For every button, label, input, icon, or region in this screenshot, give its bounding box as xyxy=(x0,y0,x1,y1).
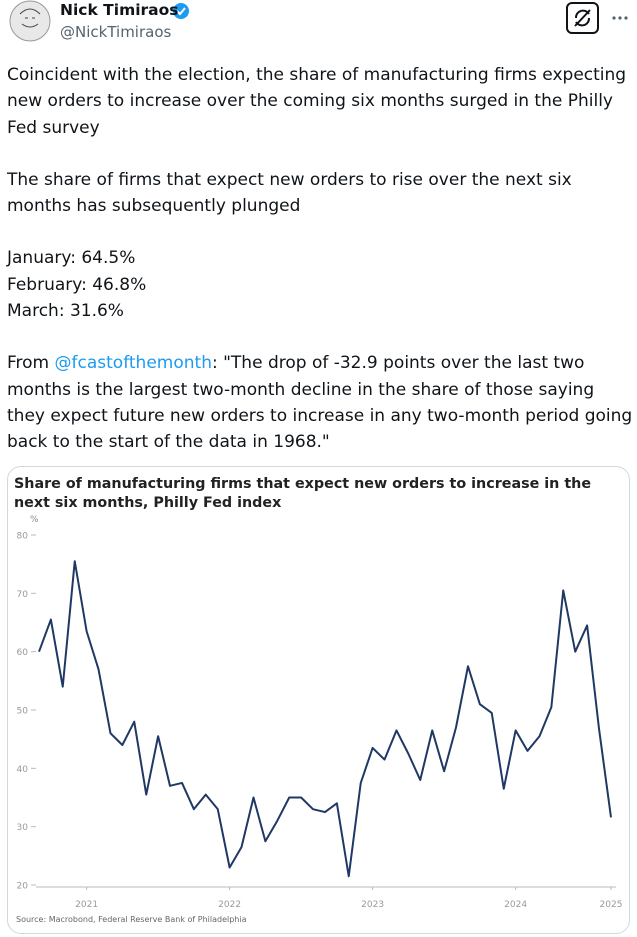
month-list: January: 64.5% February: 46.8% March: 31… xyxy=(7,245,633,324)
y-tick-label: 40 xyxy=(17,765,29,775)
grok-button[interactable] xyxy=(566,2,599,34)
paragraph: Coincident with the election, the share … xyxy=(7,65,627,138)
y-tick-label: 20 xyxy=(17,882,29,892)
x-tick-label: 2022 xyxy=(218,900,241,910)
more-dot[interactable] xyxy=(612,16,616,20)
y-tick-label: 50 xyxy=(17,707,29,717)
month-line: February: 46.8% xyxy=(7,274,147,295)
x-tick-label: 2021 xyxy=(75,900,98,910)
data-line xyxy=(38,560,612,878)
grok-icon xyxy=(574,9,591,27)
text: From xyxy=(7,353,50,374)
tweet-text: Coincident with the election, the share … xyxy=(7,62,633,482)
header-graphics xyxy=(9,0,628,42)
media-card[interactable] xyxy=(7,466,630,934)
chart-title: Share of manufacturing firms that expect… xyxy=(14,476,592,511)
avatar[interactable] xyxy=(9,0,51,42)
y-tick-label: 80 xyxy=(17,532,29,542)
text: : "The drop of -32.9 points over the las… xyxy=(7,353,633,453)
paragraph: From @fcastofthemonth: "The drop of -32.… xyxy=(7,350,633,455)
y-tick-label: 60 xyxy=(17,648,29,658)
mention-link[interactable]: @fcastofthemonth xyxy=(54,353,212,374)
y-axis-label: % xyxy=(30,515,39,525)
x-tick-label: 2024 xyxy=(504,900,527,910)
x-tick-label: 2025 xyxy=(600,900,623,910)
chart-source: Source: Macrobond, Federal Reserve Bank … xyxy=(16,915,247,924)
month-line: January: 64.5% xyxy=(7,248,136,269)
verified-badge xyxy=(173,3,189,19)
author-name[interactable]: Nick Timiraos xyxy=(60,1,179,19)
avatar-sketch xyxy=(19,8,41,28)
paragraph: The share of firms that expect new order… xyxy=(7,169,572,217)
author-handle[interactable]: @NickTimiraos xyxy=(60,23,172,41)
y-tick-label: 70 xyxy=(17,590,29,600)
verified-check xyxy=(176,7,186,16)
y-tick-label: 30 xyxy=(17,823,29,833)
more-dot[interactable] xyxy=(624,16,628,20)
more-dot[interactable] xyxy=(618,16,622,20)
month-line: March: 31.6% xyxy=(7,301,124,322)
chart: % Source: Macrobond, Federal Reserve Ban… xyxy=(16,515,623,924)
x-tick-label: 2023 xyxy=(361,900,384,910)
